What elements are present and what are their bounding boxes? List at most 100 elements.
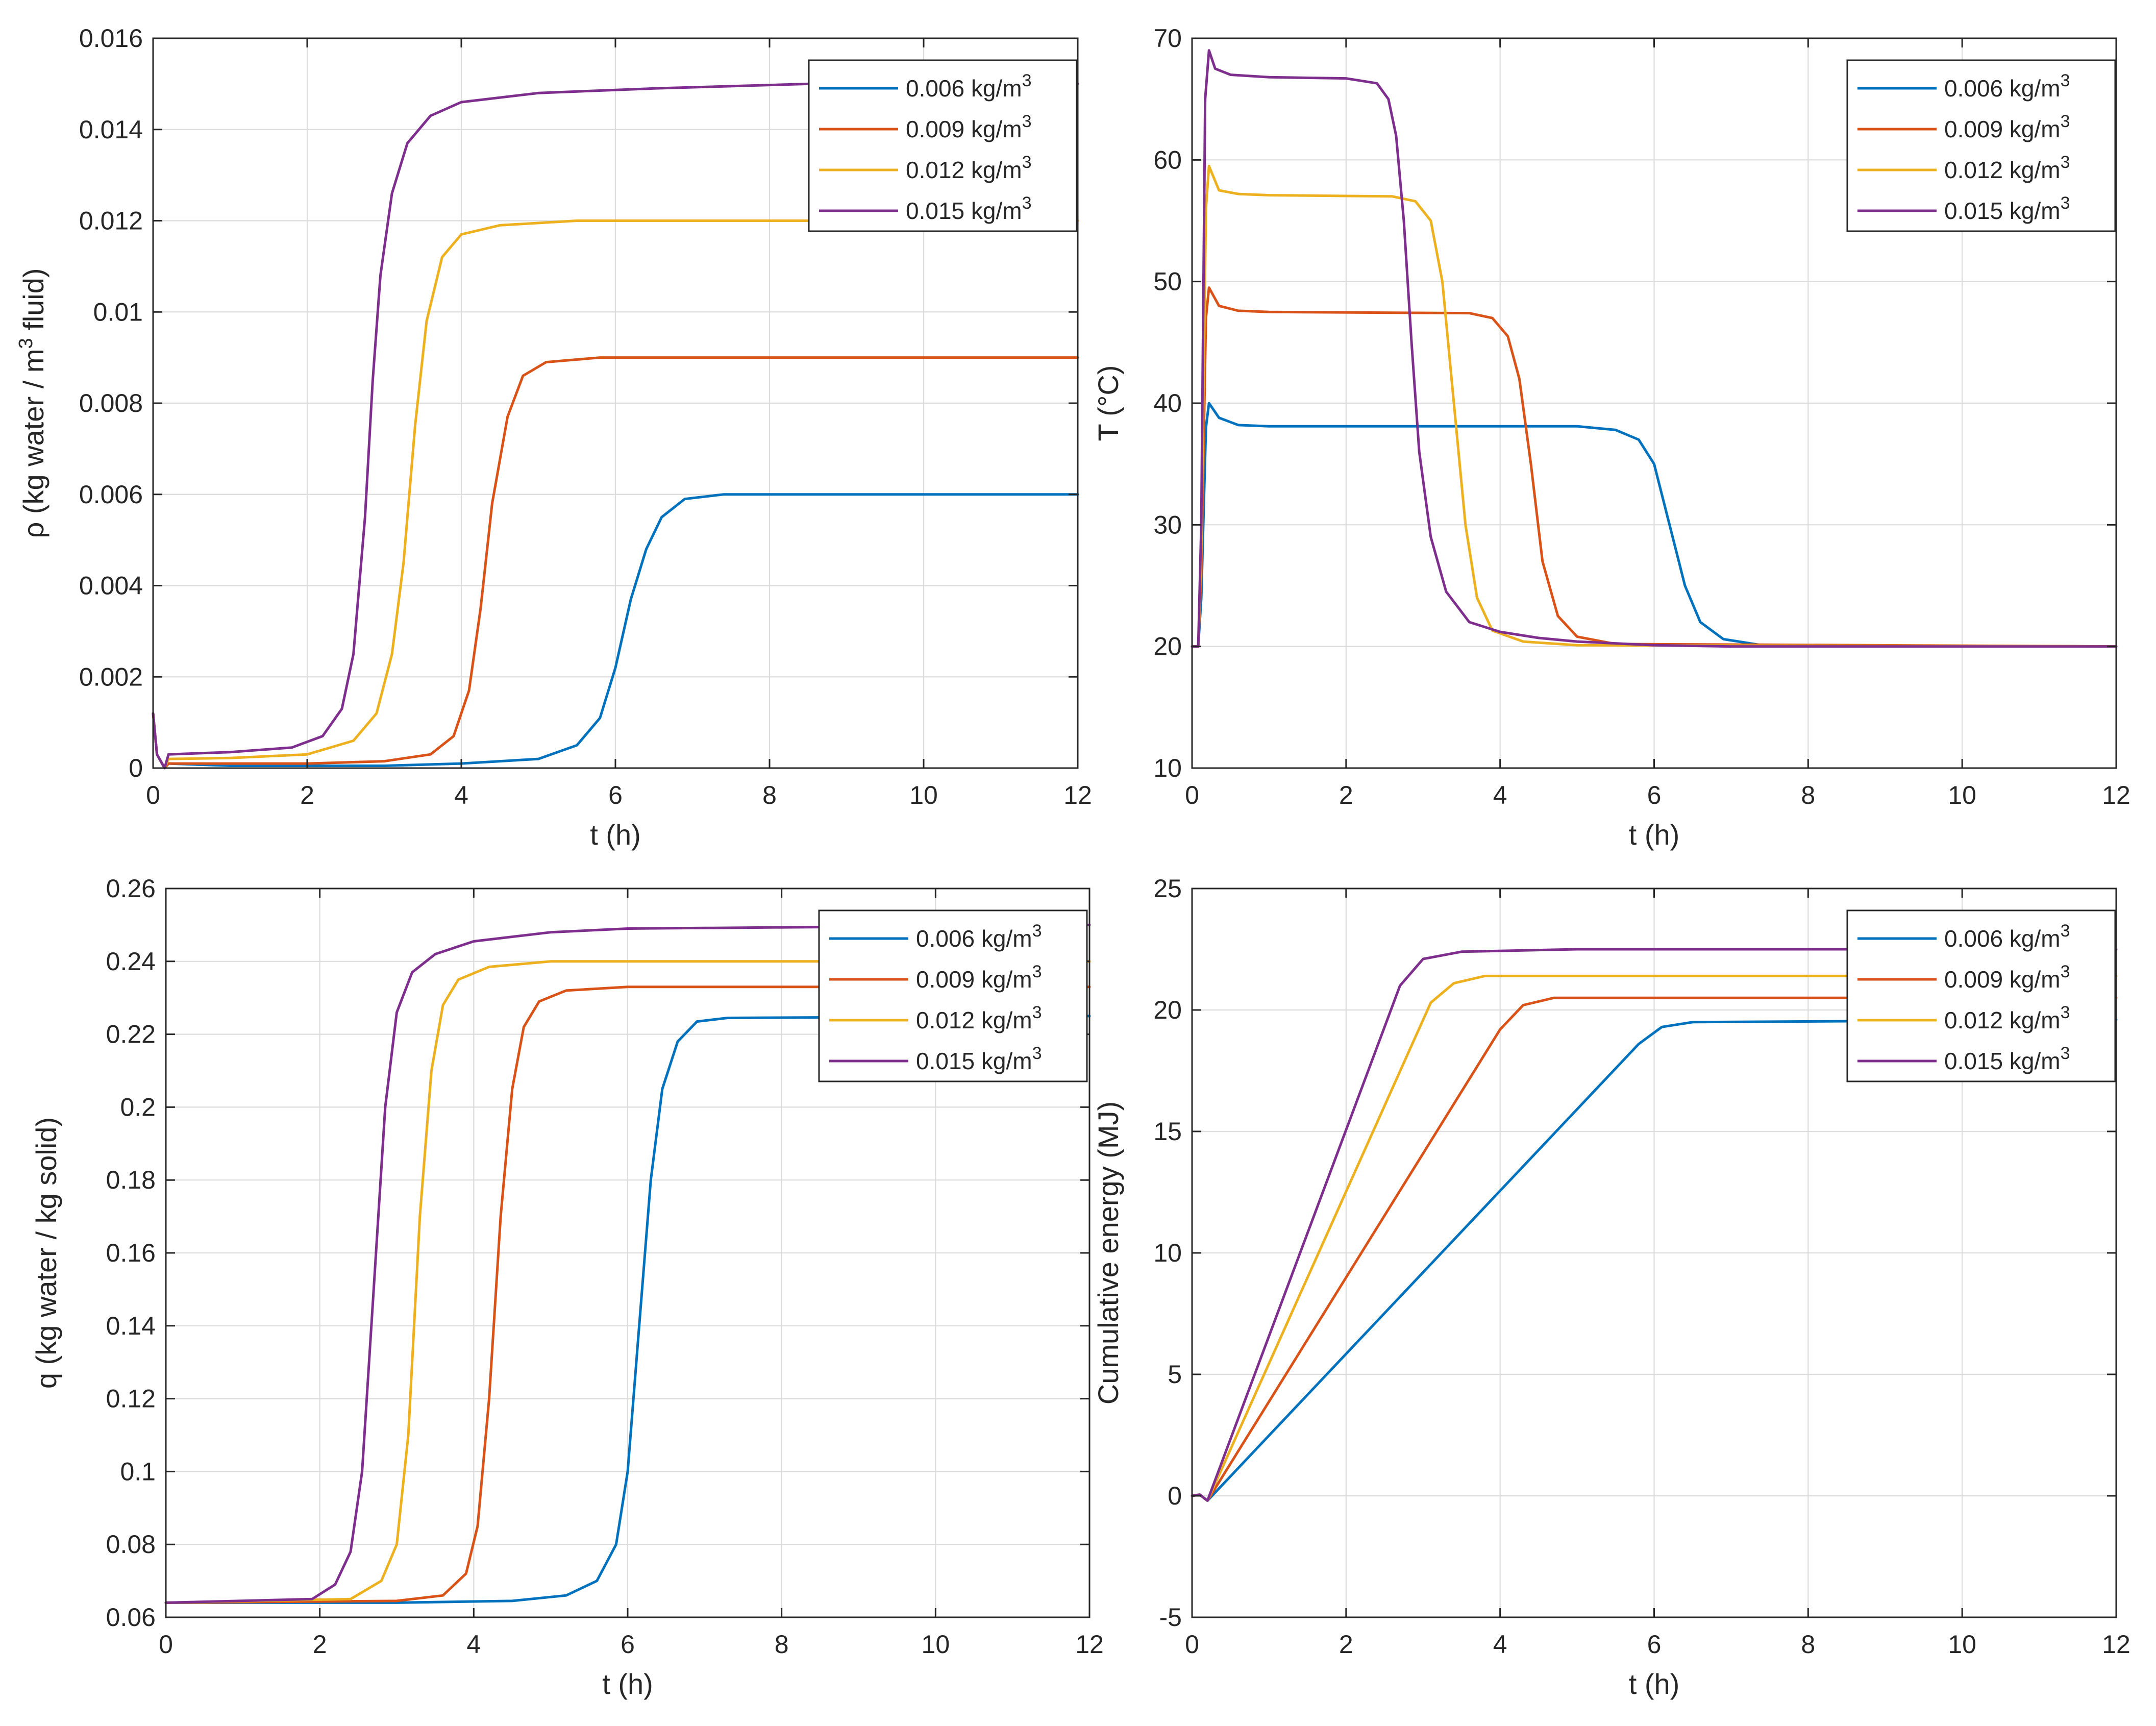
y-tick-label: 0.12 [106, 1385, 156, 1413]
y-tick-label: 10 [1153, 754, 1182, 782]
y-tick-label: 0.06 [106, 1603, 156, 1632]
x-tick-label: 0 [146, 781, 160, 809]
x-tick-label: 8 [775, 1630, 789, 1659]
series-line-006 [164, 1015, 1091, 1604]
legend-label-009: 0.009 kg/m3 [1944, 962, 2070, 993]
legend-label-006: 0.006 kg/m3 [1944, 71, 2070, 102]
y-tick-label: 0.016 [79, 24, 143, 53]
legend-label-012: 0.012 kg/m3 [1944, 153, 2070, 183]
x-tick-label: 6 [1647, 1630, 1662, 1659]
x-tick-label: 2 [313, 1630, 327, 1659]
q-chart: 0 2 4 6 8 10 12 0.06 0.08 0.1 0.12 0.14 0.16 0.18 0.2 0… [30, 874, 1104, 1700]
y-tick-label: 25 [1153, 874, 1182, 903]
legend-label-009: 0.009 kg/m3 [916, 962, 1042, 993]
legend-label-015: 0.015 kg/m3 [1944, 193, 2070, 224]
x-axis-label: t (h) [602, 1668, 653, 1700]
x-tick-label: 8 [762, 781, 777, 809]
x-tick-label: 10 [922, 1630, 950, 1659]
y-axis-label: ρ (kg water / m3 fluid) [15, 268, 49, 538]
y-tick-label: 0.22 [106, 1020, 156, 1049]
y-tick-label: 0.18 [106, 1166, 156, 1194]
y-axis-label: Cumulative energy (MJ) [1092, 1101, 1124, 1404]
y-axis-label: T (°C) [1092, 365, 1124, 441]
legend-label-012: 0.012 kg/m3 [1944, 1003, 2070, 1033]
y-tick-label: 50 [1153, 267, 1182, 296]
x-tick-label: 4 [466, 1630, 481, 1659]
y-tick-label: 20 [1153, 632, 1182, 661]
x-tick-label: 6 [621, 1630, 635, 1659]
x-tick-label: 2 [1339, 1630, 1353, 1659]
x-tick-label: 10 [1948, 1630, 1976, 1659]
x-tick-label: 0 [1185, 1630, 1199, 1659]
y-tick-label: 5 [1168, 1360, 1182, 1389]
y-tick-label: 40 [1153, 389, 1182, 417]
x-tick-label: 4 [1493, 781, 1507, 809]
y-tick-label: 0.1 [120, 1457, 156, 1486]
y-tick-label: 0 [1168, 1482, 1182, 1510]
legend-label-009: 0.009 kg/m3 [906, 112, 1032, 142]
x-tick-label: 8 [1801, 781, 1815, 809]
x-axis-label: t (h) [590, 819, 641, 851]
y-tick-label: 0.14 [106, 1312, 156, 1340]
y-tick-label: 0.008 [79, 389, 143, 417]
x-tick-label: 0 [1185, 781, 1199, 809]
y-tick-label: 0.16 [106, 1239, 156, 1267]
legend-label-009: 0.009 kg/m3 [1944, 112, 2070, 142]
q-panel: 0 2 4 6 8 10 12 0.06 0.08 0.1 0.12 0.14 0.16 0.18 0.2 0… [0, 863, 1104, 1726]
y-tick-label: 0.24 [106, 947, 156, 976]
y-tick-label: 0.01 [93, 298, 143, 326]
series-line-006 [1191, 402, 2118, 648]
x-tick-label: 2 [300, 781, 314, 809]
y-tick-label: 0.012 [79, 207, 143, 235]
x-tick-label: 12 [1075, 1630, 1104, 1659]
rho-panel: 0 2 4 6 8 10 12 0 0.002 0.004 0.006 0.008 0.01 0.012 0… [0, 0, 1092, 863]
energy-panel: 0 2 4 6 8 10 12 -5 0 5 10 15 20 25 t (h) Cumulative ene… [1078, 863, 2156, 1726]
y-tick-label: 0.08 [106, 1530, 156, 1559]
x-tick-label: 8 [1801, 1630, 1815, 1659]
series-line-009 [1191, 286, 2118, 648]
y-tick-label: -5 [1159, 1603, 1182, 1632]
legend-label-012: 0.012 kg/m3 [916, 1003, 1042, 1033]
y-tick-label: 0.004 [79, 572, 143, 600]
y-tick-label: 0.006 [79, 480, 143, 509]
y-tick-label: 0 [129, 754, 143, 782]
y-tick-label: 10 [1153, 1239, 1182, 1267]
y-axis-label: q (kg water / kg solid) [30, 1117, 62, 1389]
x-tick-label: 6 [1647, 781, 1662, 809]
x-tick-label: 12 [2102, 781, 2130, 809]
y-tick-label: 0.26 [106, 874, 156, 903]
x-tick-label: 12 [2102, 1630, 2130, 1659]
x-tick-label: 4 [1493, 1630, 1507, 1659]
x-tick-label: 4 [454, 781, 468, 809]
series-line-012 [164, 960, 1091, 1604]
legend-label-015: 0.015 kg/m3 [916, 1044, 1042, 1074]
series-line-015 [152, 82, 1079, 770]
x-tick-label: 10 [909, 781, 938, 809]
y-tick-label: 30 [1153, 510, 1182, 539]
y-tick-label: 70 [1153, 24, 1182, 53]
legend: 0.006 kg/m3 0.009 kg/m3 0.012 kg/m3 0.015 k… [1846, 59, 2116, 232]
legend-label-012: 0.012 kg/m3 [906, 153, 1032, 183]
legend-label-006: 0.006 kg/m3 [916, 921, 1042, 952]
x-axis-label: t (h) [1629, 819, 1680, 851]
legend: 0.006 kg/m3 0.009 kg/m3 0.012 kg/m3 0.015 k… [818, 909, 1088, 1082]
temperature-chart: 0 2 4 6 8 10 12 10 20 30 40 50 60 70 t (h) T (°C) 0.006 … [1092, 24, 2130, 851]
x-axis-label: t (h) [1629, 1668, 1680, 1700]
legend: 0.006 kg/m3 0.009 kg/m3 0.012 kg/m3 0.015 k… [808, 59, 1078, 232]
x-tick-label: 12 [1063, 781, 1092, 809]
legend-label-015: 0.015 kg/m3 [1944, 1044, 2070, 1074]
temperature-panel: 0 2 4 6 8 10 12 10 20 30 40 50 60 70 t (h) T (°C) 0.006 … [1078, 0, 2156, 863]
series-line-015 [1191, 49, 2118, 648]
legend-label-006: 0.006 kg/m3 [1944, 921, 2070, 952]
y-tick-label: 15 [1153, 1117, 1182, 1146]
x-tick-label: 10 [1948, 781, 1976, 809]
y-tick-label: 0.014 [79, 115, 143, 144]
legend: 0.006 kg/m3 0.009 kg/m3 0.012 kg/m3 0.015 k… [1846, 909, 2116, 1082]
x-tick-label: 2 [1339, 781, 1353, 809]
legend-label-015: 0.015 kg/m3 [906, 193, 1032, 224]
y-tick-label: 20 [1153, 996, 1182, 1024]
x-tick-label: 0 [159, 1630, 173, 1659]
legend-label-006: 0.006 kg/m3 [906, 71, 1032, 102]
